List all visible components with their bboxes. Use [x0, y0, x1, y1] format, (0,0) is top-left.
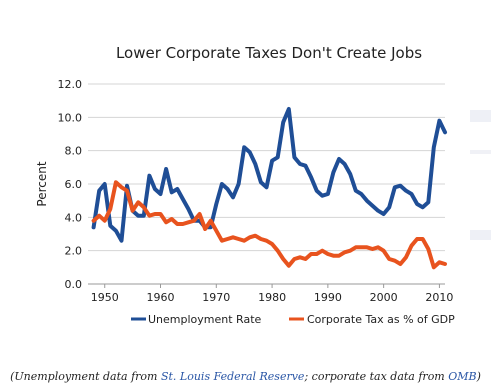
series-lines	[94, 109, 445, 267]
y-tick-label: 12.0	[58, 78, 83, 91]
y-axis-label: Percent	[35, 161, 49, 206]
chart-legend: Unemployment Rate Corporate Tax as % of G…	[131, 313, 455, 326]
caption-prefix: (Unemployment data from	[10, 370, 161, 383]
x-tick-label: 1950	[91, 291, 119, 304]
legend-label: Unemployment Rate	[148, 313, 262, 326]
line-chart: Lower Corporate Taxes Don't Create Jobs …	[28, 14, 470, 344]
y-tick-label: 10.0	[58, 111, 83, 124]
x-tick-label: 2000	[370, 291, 398, 304]
y-tick-label: 6.0	[65, 178, 83, 191]
caption-middle: ; corporate tax data from	[304, 370, 448, 383]
y-tick-label: 4.0	[65, 211, 83, 224]
caption-suffix: )	[477, 370, 481, 383]
x-tick-label: 2010	[425, 291, 453, 304]
st-louis-fed-link[interactable]: St. Louis Federal Reserve	[161, 370, 304, 383]
chart-title: Lower Corporate Taxes Don't Create Jobs	[116, 44, 422, 62]
y-tick-label: 2.0	[65, 245, 83, 258]
y-axis-ticks: 0.0 2.0 4.0 6.0 8.0 10.0 12.0	[58, 78, 83, 291]
x-axis-ticks: 1950 1960 1970 1980 1990 2000 2010	[91, 284, 454, 304]
chart-panel: Lower Corporate Taxes Don't Create Jobs …	[28, 14, 470, 344]
unemployment-rate-line	[94, 109, 445, 241]
y-tick-label: 0.0	[65, 278, 83, 291]
source-caption: (Unemployment data from St. Louis Federa…	[0, 370, 491, 389]
legend-label: Corporate Tax as % of GDP	[307, 313, 455, 326]
x-tick-label: 1970	[202, 291, 230, 304]
x-tick-label: 1990	[314, 291, 342, 304]
omb-link[interactable]: OMB	[448, 370, 476, 383]
x-tick-label: 1980	[258, 291, 286, 304]
y-tick-label: 8.0	[65, 145, 83, 158]
x-tick-label: 1960	[147, 291, 175, 304]
